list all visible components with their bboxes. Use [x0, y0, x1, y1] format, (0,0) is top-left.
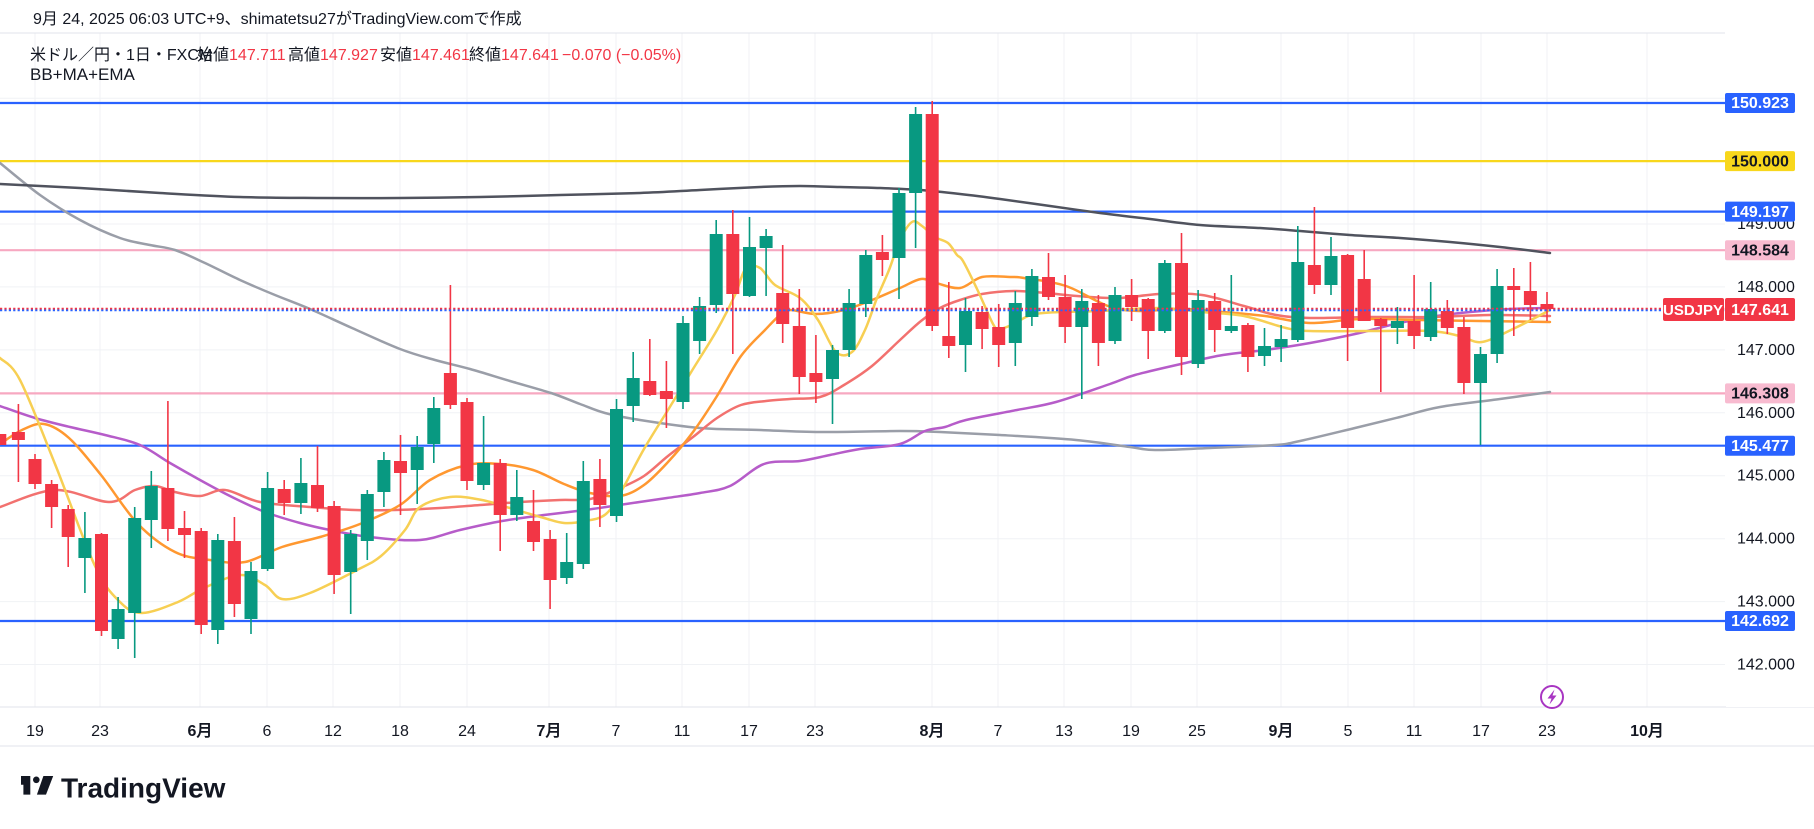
- svg-text:5: 5: [1344, 723, 1353, 740]
- svg-text:146.308: 146.308: [1731, 386, 1789, 403]
- svg-text:142.692: 142.692: [1731, 613, 1789, 630]
- svg-text:7月: 7月: [537, 722, 562, 740]
- svg-text:25: 25: [1188, 723, 1206, 740]
- svg-text:18: 18: [391, 723, 409, 740]
- svg-text:148.584: 148.584: [1731, 242, 1789, 259]
- svg-text:142.000: 142.000: [1737, 657, 1795, 674]
- svg-text:7: 7: [612, 723, 621, 740]
- svg-text:11: 11: [1406, 723, 1423, 740]
- svg-text:19: 19: [26, 723, 44, 740]
- svg-text:6: 6: [263, 723, 272, 740]
- svg-text:148.000: 148.000: [1737, 279, 1795, 296]
- svg-text:145.477: 145.477: [1731, 438, 1789, 455]
- svg-text:−0.070 (−0.05%): −0.070 (−0.05%): [562, 47, 681, 64]
- svg-text:9月 24, 2025 06:03 UTC+9、shimat: 9月 24, 2025 06:03 UTC+9、shimatetsu27がTra…: [33, 10, 522, 28]
- svg-text:11: 11: [674, 723, 691, 740]
- svg-text:150.000: 150.000: [1731, 153, 1789, 170]
- svg-text:147.000: 147.000: [1737, 342, 1795, 359]
- svg-text:8月: 8月: [920, 722, 945, 740]
- svg-text:23: 23: [1538, 723, 1556, 740]
- svg-text:143.000: 143.000: [1737, 594, 1795, 611]
- svg-text:米ドル／円・1日・FXCM: 米ドル／円・1日・FXCM: [30, 46, 212, 64]
- svg-text:149.197: 149.197: [1731, 204, 1789, 221]
- svg-text:13: 13: [1055, 723, 1073, 740]
- svg-text:17: 17: [1472, 723, 1490, 740]
- svg-text:147.641: 147.641: [1731, 302, 1789, 319]
- svg-text:23: 23: [806, 723, 824, 740]
- svg-text:6月: 6月: [188, 722, 213, 740]
- svg-text:USDJPY: USDJPY: [1663, 302, 1723, 319]
- svg-text:BB+MA+EMA: BB+MA+EMA: [30, 65, 136, 84]
- svg-text:19: 19: [1122, 723, 1140, 740]
- svg-text:12: 12: [324, 723, 342, 740]
- svg-text:安値147.461: 安値147.461: [380, 46, 470, 64]
- svg-text:150.923: 150.923: [1731, 95, 1789, 112]
- svg-text:高値147.927: 高値147.927: [288, 46, 378, 64]
- svg-text:9月: 9月: [1269, 722, 1294, 740]
- svg-text:23: 23: [91, 723, 109, 740]
- svg-text:TradingView: TradingView: [61, 773, 226, 804]
- svg-text:7: 7: [994, 723, 1003, 740]
- svg-text:10月: 10月: [1630, 722, 1664, 740]
- svg-text:17: 17: [740, 723, 758, 740]
- svg-text:145.000: 145.000: [1737, 468, 1795, 485]
- svg-text:146.000: 146.000: [1737, 405, 1795, 422]
- svg-text:終値147.641: 終値147.641: [469, 46, 559, 64]
- svg-text:始値147.711: 始値147.711: [197, 46, 286, 64]
- svg-text:24: 24: [458, 723, 476, 740]
- svg-text:144.000: 144.000: [1737, 531, 1795, 548]
